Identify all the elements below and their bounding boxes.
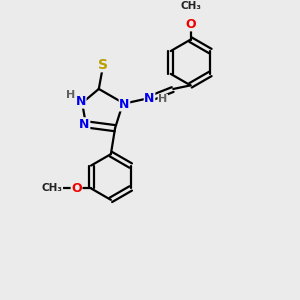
- Text: H: H: [158, 94, 167, 104]
- Text: CH₃: CH₃: [41, 183, 62, 194]
- Text: N: N: [76, 95, 86, 108]
- Text: CH₃: CH₃: [180, 1, 201, 10]
- Text: S: S: [98, 58, 108, 72]
- Text: N: N: [144, 92, 155, 105]
- Text: O: O: [185, 18, 196, 31]
- Text: O: O: [71, 182, 82, 195]
- Text: N: N: [79, 118, 90, 131]
- Text: H: H: [66, 90, 75, 100]
- Text: N: N: [119, 98, 130, 111]
